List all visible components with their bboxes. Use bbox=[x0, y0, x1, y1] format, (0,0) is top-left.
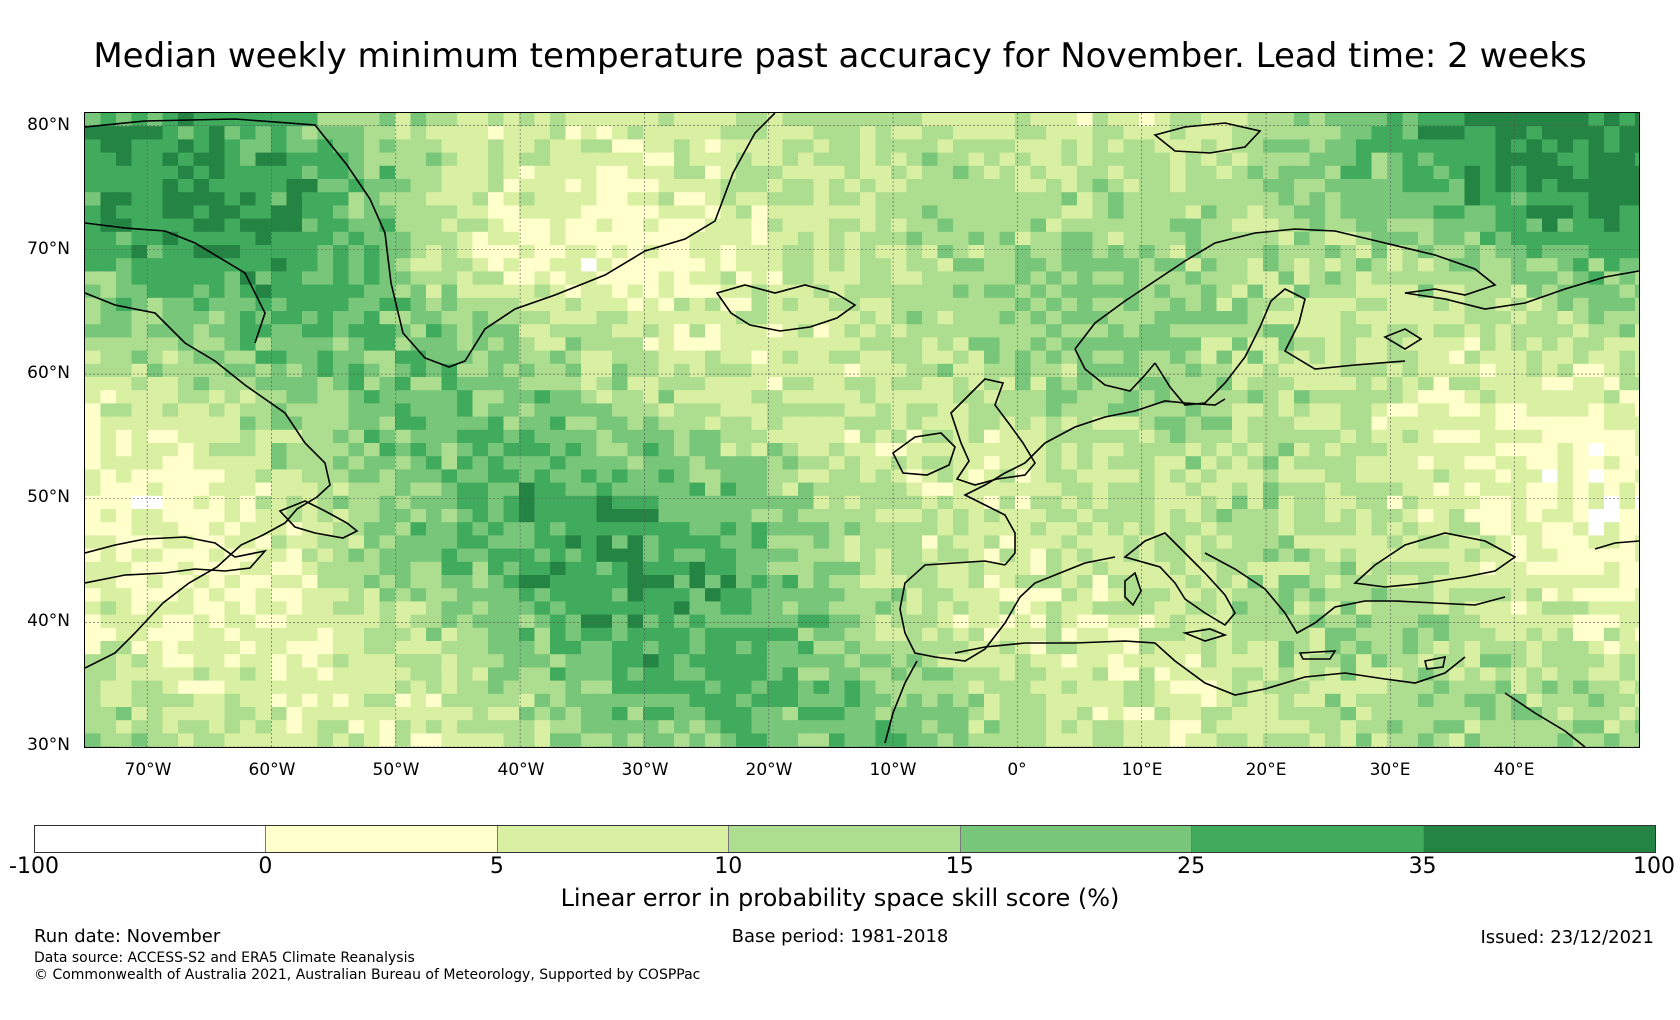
nova-scotia-coast bbox=[85, 536, 268, 584]
lon-label-0: 0° bbox=[1007, 760, 1027, 780]
lat-label-60n: 60°N bbox=[27, 363, 70, 383]
lon-label-20e: 20°E bbox=[1245, 760, 1287, 780]
russia-coast bbox=[1404, 270, 1639, 310]
norway-south-coast bbox=[1074, 348, 1156, 392]
run-date: Run date: November bbox=[34, 926, 221, 947]
lat-label-70n: 70°N bbox=[27, 239, 70, 259]
red-sea-coast bbox=[1504, 692, 1586, 747]
iberia-coast bbox=[899, 556, 1116, 662]
lon-label-10w: 10°W bbox=[869, 760, 917, 780]
greenland-coast bbox=[85, 113, 776, 368]
iceland-coast bbox=[715, 284, 857, 332]
lat-label-40n: 40°N bbox=[27, 611, 70, 631]
colorbar-segment bbox=[960, 826, 1193, 852]
lon-label-70w: 70°W bbox=[124, 760, 172, 780]
svalbard-coast bbox=[1153, 122, 1262, 154]
lon-label-30w: 30°W bbox=[621, 760, 669, 780]
colorbar-segment bbox=[1423, 826, 1655, 852]
cyprus-coast bbox=[1424, 655, 1447, 670]
sicily-coast bbox=[1182, 628, 1228, 642]
copyright-notice: © Commonwealth of Australia 2021, Austra… bbox=[34, 967, 701, 983]
black-sea-coast bbox=[1353, 532, 1517, 588]
issued-date: Issued: 23/12/2021 bbox=[1480, 927, 1654, 948]
colorbar-segment bbox=[729, 826, 961, 852]
lon-label-40e: 40°E bbox=[1493, 760, 1535, 780]
colorbar-tick-label: 35 bbox=[1408, 854, 1437, 879]
colorbar-label: Linear error in probability space skill … bbox=[560, 884, 1120, 912]
colorbar-tick-label: 15 bbox=[945, 854, 974, 879]
colorbar-segment bbox=[497, 826, 730, 852]
baffin-coast bbox=[85, 222, 266, 344]
colorbar-tick-label: -100 bbox=[9, 854, 59, 879]
data-source: Data source: ACCESS-S2 and ERA5 Climate … bbox=[34, 950, 415, 966]
colorbar-segment bbox=[35, 826, 267, 852]
colorbar-tick-label: 10 bbox=[714, 854, 743, 879]
italy-coast bbox=[1123, 532, 1236, 627]
lon-label-40w: 40°W bbox=[497, 760, 545, 780]
north-africa-coast bbox=[884, 640, 1466, 744]
balkans-coast bbox=[1204, 552, 1506, 635]
lon-label-50w: 50°W bbox=[372, 760, 420, 780]
lake-ladoga-coast bbox=[1383, 328, 1423, 350]
colorbar-tick-label: 0 bbox=[258, 854, 273, 879]
coastlines bbox=[85, 113, 1639, 747]
newfoundland-coast bbox=[278, 500, 359, 539]
france-coast bbox=[963, 442, 1046, 566]
crete-coast bbox=[1298, 650, 1337, 660]
caspian-coast bbox=[1594, 540, 1639, 550]
sardinia-coast bbox=[1124, 571, 1142, 607]
colorbar-tick-label: 100 bbox=[1633, 854, 1675, 879]
lat-label-50n: 50°N bbox=[27, 487, 70, 507]
lon-label-10e: 10°E bbox=[1121, 760, 1163, 780]
colorbar-segment bbox=[1192, 826, 1424, 852]
europe-mainland-coast bbox=[1044, 398, 1226, 444]
norway-coast bbox=[1074, 228, 1497, 350]
lat-label-80n: 80°N bbox=[27, 115, 70, 135]
lon-label-20w: 20°W bbox=[745, 760, 793, 780]
colorbar-tick-label: 25 bbox=[1177, 854, 1206, 879]
colorbar-tick-label: 5 bbox=[489, 854, 504, 879]
base-period: Base period: 1981-2018 bbox=[731, 926, 949, 947]
skill-score-map bbox=[84, 112, 1640, 748]
skill-grid-cells bbox=[85, 113, 1639, 747]
lon-label-60w: 60°W bbox=[248, 760, 296, 780]
colorbar-segment bbox=[266, 826, 498, 852]
lat-label-30n: 30°N bbox=[27, 735, 70, 755]
britain-coast bbox=[950, 378, 1036, 486]
lon-label-30e: 30°E bbox=[1369, 760, 1411, 780]
ireland-coast bbox=[891, 432, 956, 476]
chart-title: Median weekly minimum temperature past a… bbox=[93, 36, 1587, 76]
colorbar bbox=[34, 825, 1656, 853]
labrador-coast bbox=[85, 292, 331, 669]
sweden-finland-coast bbox=[1154, 288, 1406, 406]
